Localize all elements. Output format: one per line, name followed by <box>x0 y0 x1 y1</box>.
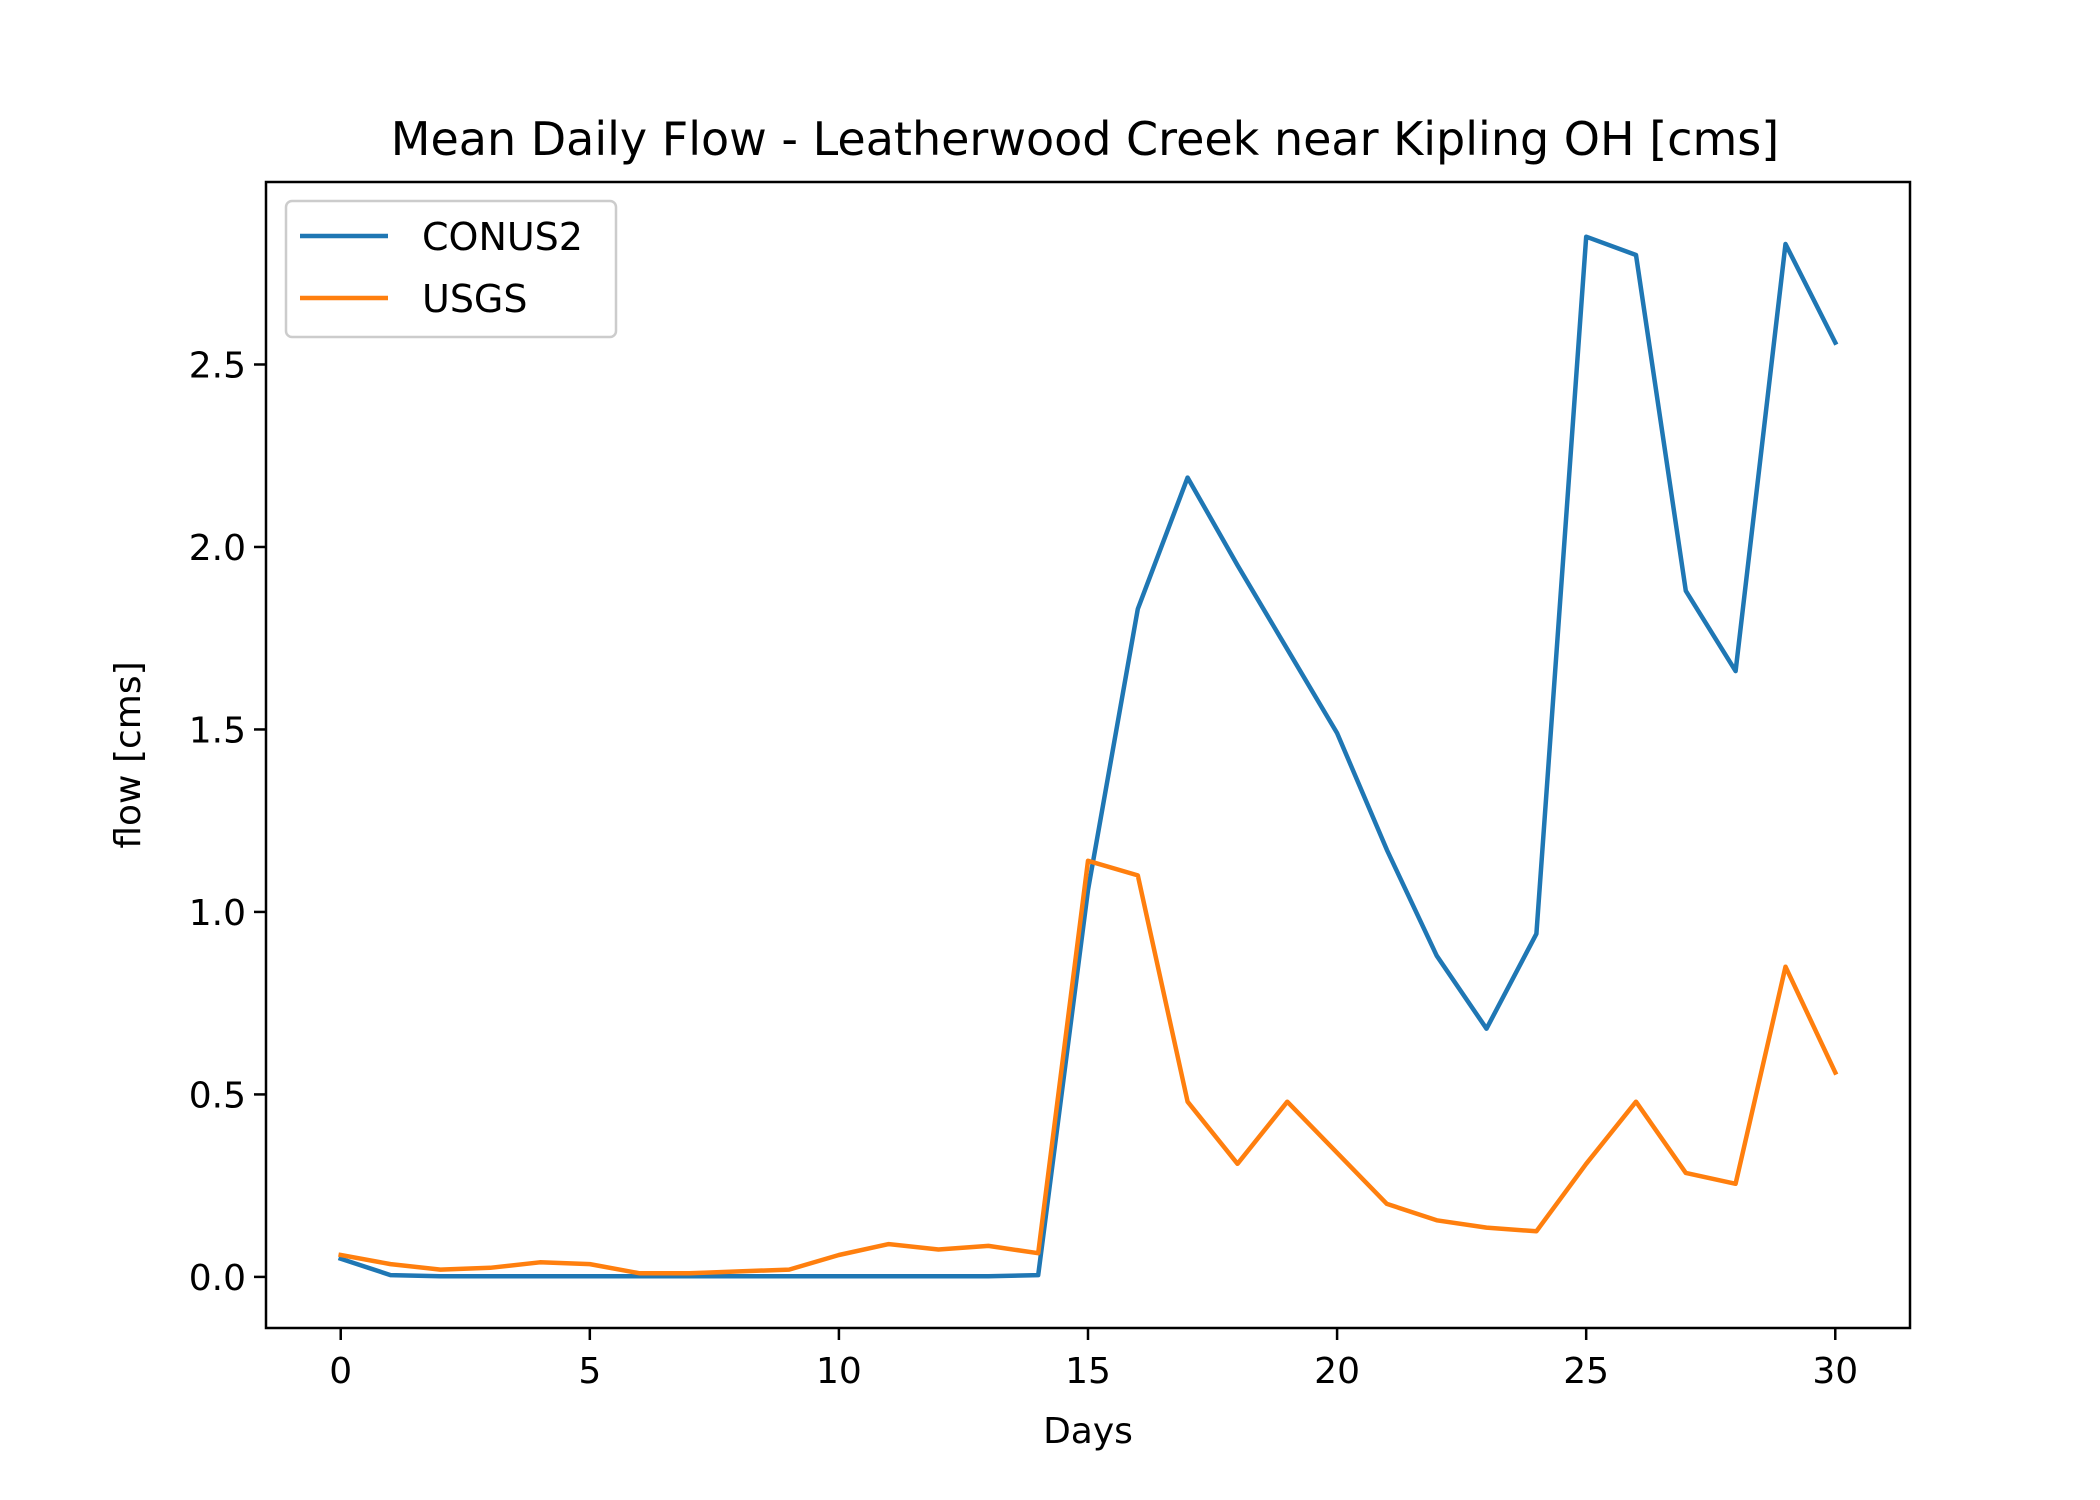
legend-label-usgs: USGS <box>422 277 528 321</box>
y-axis-label: flow [cms] <box>108 661 149 848</box>
x-axis-ticks: 0 5 10 15 20 25 30 <box>329 1328 1858 1392</box>
y-tick-label: 1.5 <box>189 710 246 751</box>
y-axis-ticks: 0.0 0.5 1.0 1.5 2.0 2.5 <box>189 345 266 1299</box>
x-axis-label: Days <box>1043 1411 1133 1452</box>
series-layer <box>337 234 1839 1279</box>
y-tick-label: 0.5 <box>189 1075 246 1116</box>
y-tick-label: 1.0 <box>189 893 246 934</box>
series-line-usgs <box>338 858 1839 1276</box>
x-tick-label: 0 <box>329 1351 352 1392</box>
x-tick-label: 15 <box>1065 1351 1111 1392</box>
x-tick-label: 5 <box>578 1351 601 1392</box>
chart-title: Mean Daily Flow - Leatherwood Creek near… <box>391 112 1779 166</box>
legend: CONUS2 USGS <box>284 199 618 339</box>
x-tick-label: 25 <box>1563 1351 1609 1392</box>
x-tick-label: 10 <box>816 1351 862 1392</box>
legend-label-conus2: CONUS2 <box>422 215 583 259</box>
series-line-conus2 <box>337 234 1839 1279</box>
x-tick-label: 30 <box>1812 1351 1858 1392</box>
y-tick-label: 2.5 <box>189 345 246 386</box>
y-tick-label: 0.0 <box>189 1258 246 1299</box>
plot-frame <box>264 180 1912 1330</box>
x-tick-label: 20 <box>1314 1351 1360 1392</box>
y-tick-label: 2.0 <box>189 528 246 569</box>
